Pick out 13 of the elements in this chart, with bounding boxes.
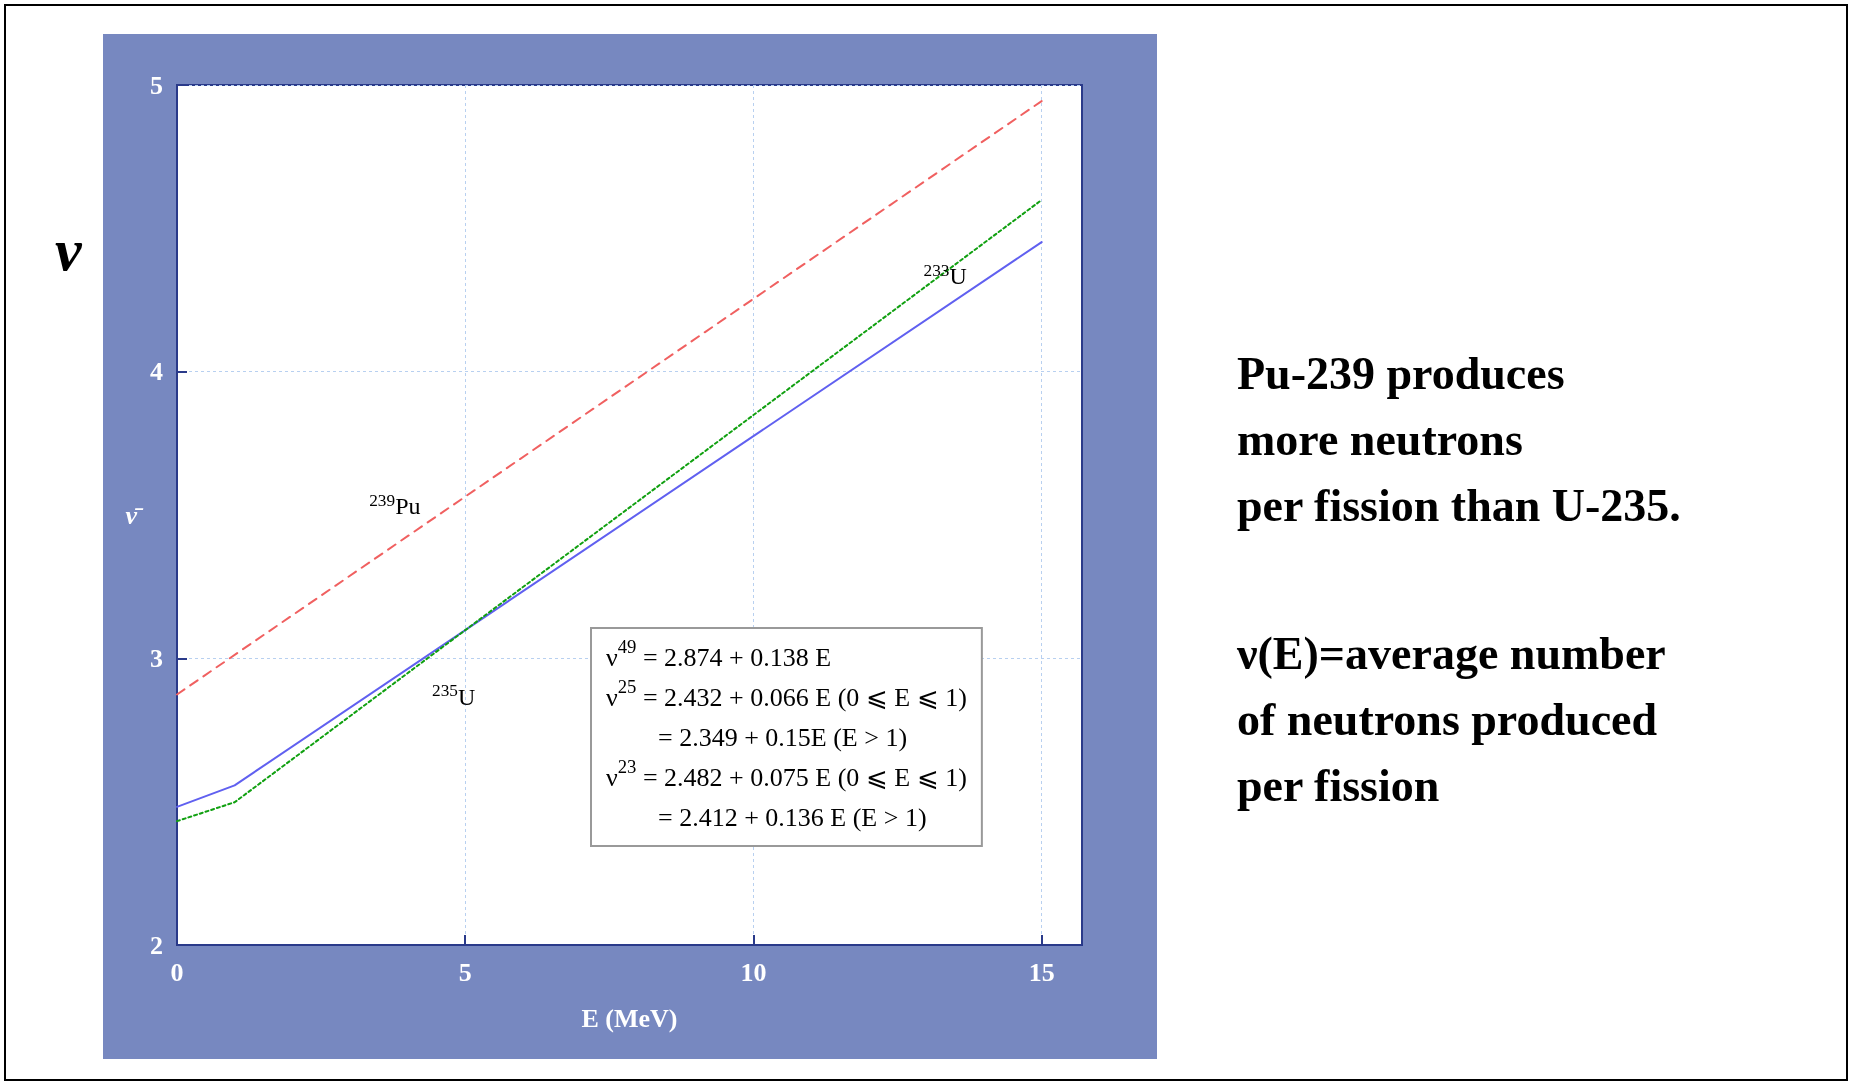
text: ν (55, 217, 83, 283)
y-tick-label: 3 (150, 643, 163, 673)
x-tick-label: 5 (458, 957, 472, 987)
y-tick-label: 5 (150, 70, 163, 100)
y-tick-label: 4 (150, 357, 163, 387)
x-axis-title: E (MeV) (581, 1003, 678, 1033)
text: Pu-239 produces more neutrons per fission than U-235. (1237, 347, 1681, 531)
x-tick-label: 0 (170, 957, 184, 987)
x-tick-label: 15 (1028, 957, 1055, 987)
text: ν(E)=average number of neutrons produced per fission (1236, 627, 1666, 811)
y-tick-label: 2 (150, 930, 163, 960)
y-axis-title: ν̄ (125, 500, 144, 530)
x-tick-label: 10 (740, 957, 767, 987)
